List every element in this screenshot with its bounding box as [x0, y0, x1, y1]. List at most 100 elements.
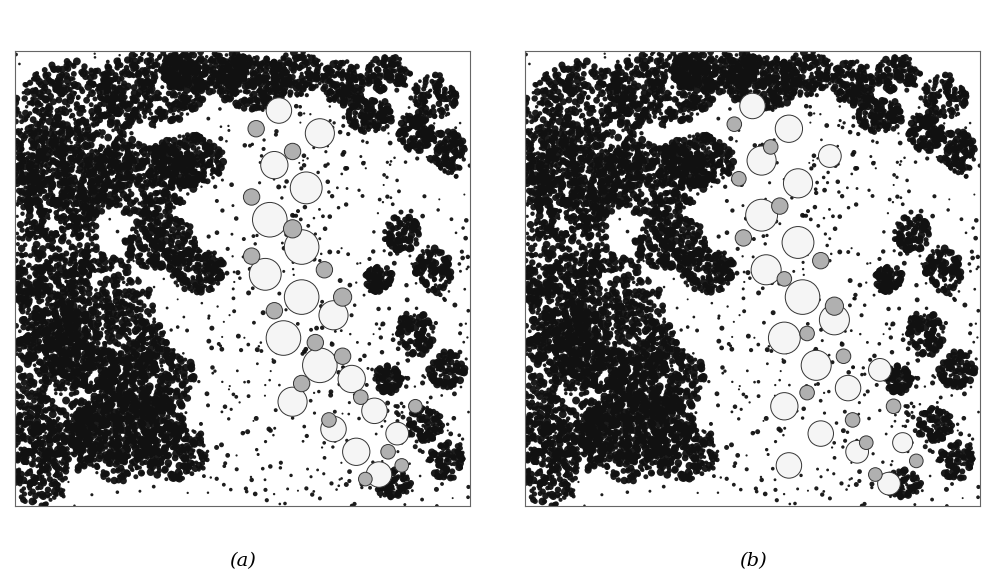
Point [624, 122, 640, 131]
Point [542, 322, 558, 332]
Point [130, 220, 146, 229]
Point [690, 77, 706, 87]
Point [597, 130, 613, 139]
Point [29, 288, 45, 297]
Point [74, 222, 90, 231]
Point [49, 150, 65, 159]
Point [51, 195, 67, 205]
Point [544, 364, 560, 374]
Point [909, 295, 925, 304]
Point [396, 482, 412, 492]
Point [808, 185, 824, 194]
Point [649, 77, 665, 87]
Point [80, 439, 96, 448]
Point [586, 106, 602, 116]
Point [378, 485, 394, 494]
Point [925, 311, 941, 320]
Point [180, 146, 196, 156]
Point [124, 388, 140, 397]
Point [78, 371, 94, 380]
Point [66, 282, 82, 292]
Point [799, 382, 815, 391]
Point [800, 206, 816, 216]
Point [151, 179, 167, 188]
Point [80, 91, 96, 101]
Point [759, 53, 775, 63]
Point [237, 141, 253, 150]
Point [544, 167, 560, 176]
Point [98, 456, 114, 465]
Point [959, 352, 975, 361]
Point [591, 429, 607, 439]
Point [65, 250, 81, 260]
Point [67, 250, 83, 260]
Point [130, 431, 146, 440]
Point [604, 382, 620, 392]
Point [704, 55, 720, 64]
Point [690, 454, 706, 463]
Point [704, 299, 720, 308]
Point [571, 317, 587, 326]
Point [20, 149, 36, 158]
Point [588, 438, 604, 447]
Point [202, 261, 218, 271]
Point [630, 249, 646, 259]
Point [551, 404, 567, 414]
Point [176, 235, 192, 245]
Point [59, 378, 75, 387]
Point [655, 144, 671, 153]
Point [953, 472, 969, 482]
Point [194, 437, 210, 447]
Point [28, 309, 44, 318]
Point [402, 252, 418, 261]
Point [129, 396, 145, 406]
Point [577, 262, 593, 271]
Point [543, 327, 559, 336]
Point [74, 396, 90, 405]
Point [545, 170, 561, 179]
Point [15, 307, 31, 316]
Point [532, 78, 548, 87]
Point [649, 103, 665, 112]
Point [119, 280, 135, 289]
Point [30, 156, 46, 165]
Point [576, 333, 592, 343]
Point [867, 112, 883, 121]
Point [517, 98, 533, 107]
Point [585, 149, 601, 158]
Point [564, 333, 580, 343]
Point [592, 270, 608, 279]
Point [398, 281, 414, 290]
Point [26, 347, 42, 357]
Point [956, 101, 972, 110]
Point [636, 344, 652, 353]
Point [584, 333, 600, 342]
Point [185, 85, 201, 94]
Point [523, 293, 539, 303]
Point [534, 460, 550, 469]
Point [530, 193, 546, 203]
Point [659, 365, 675, 374]
Point [567, 168, 583, 178]
Point [612, 99, 628, 109]
Point [153, 175, 169, 184]
Point [168, 428, 184, 437]
Point [51, 132, 67, 142]
Point [679, 152, 695, 162]
Point [665, 150, 681, 159]
Point [56, 85, 72, 95]
Point [443, 383, 459, 392]
Point [354, 94, 370, 103]
Point [687, 97, 703, 106]
Point [765, 89, 781, 98]
Point [11, 59, 27, 69]
Point [82, 315, 98, 325]
Point [96, 381, 112, 390]
Point [888, 485, 904, 494]
Point [721, 168, 737, 178]
Point [598, 445, 614, 454]
Point [594, 343, 610, 353]
Point [648, 192, 664, 202]
Point [50, 449, 66, 458]
Point [416, 310, 432, 320]
